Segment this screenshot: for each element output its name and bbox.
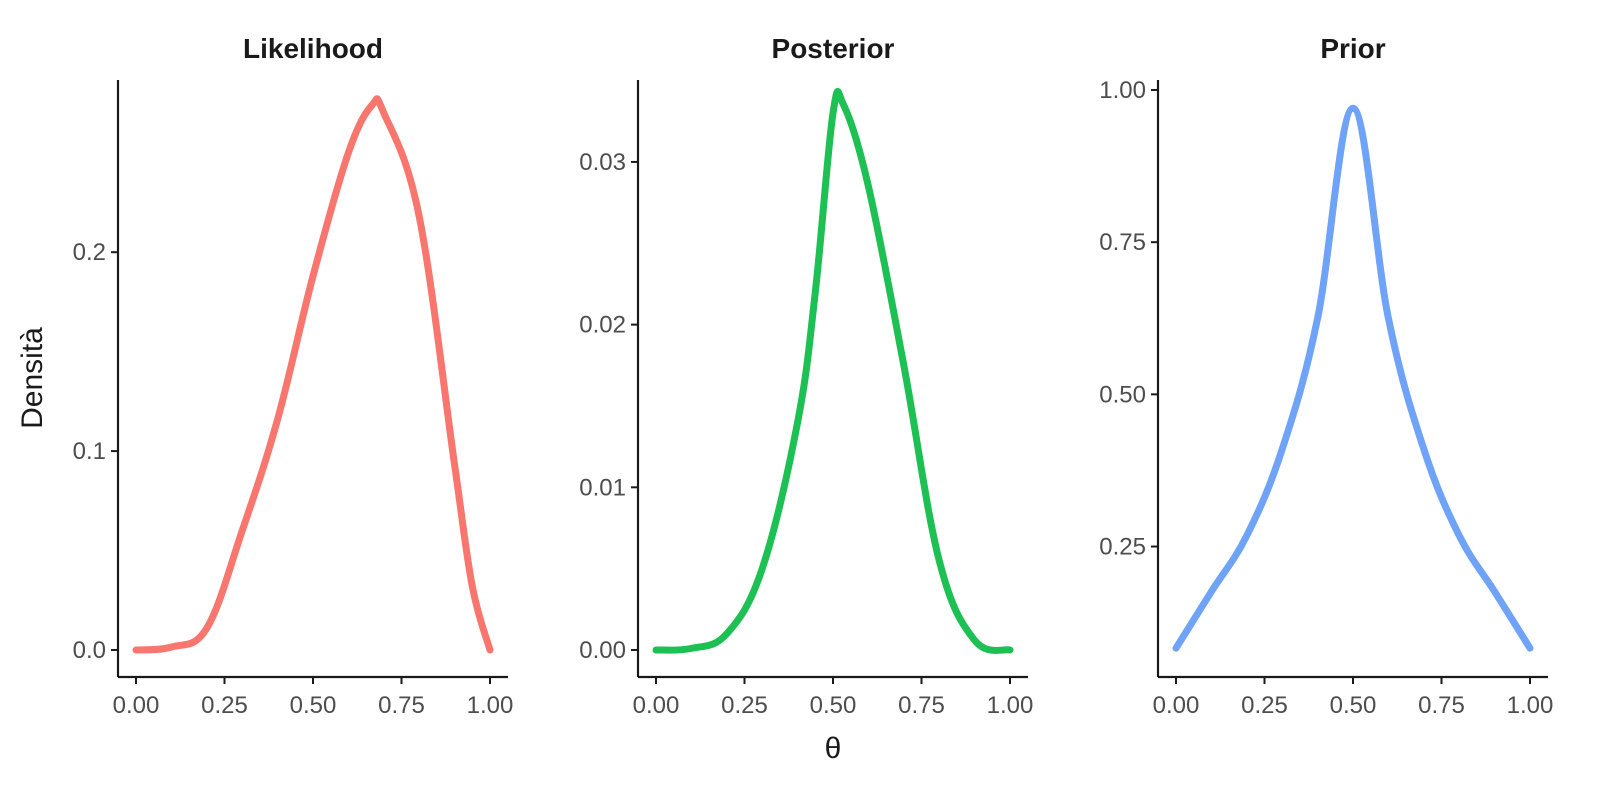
x-axis-title: θ <box>825 732 842 765</box>
facet-panel-3: Prior 0.25 0.50 0.75 1.00 0.00 0.25 0.50 0.75 1.0… <box>1099 33 1553 719</box>
y-tick-label: 0.01 <box>579 474 626 501</box>
x-tick-label: 0.50 <box>1330 692 1377 719</box>
x-tick-label: 0.25 <box>1241 692 1288 719</box>
x-tick-label: 1.00 <box>1507 692 1554 719</box>
y-tick-label: 0.00 <box>579 637 626 664</box>
x-tick-label: 1.00 <box>987 692 1034 719</box>
y-tick-label: 0.50 <box>1099 381 1146 408</box>
y-tick-label: 1.00 <box>1099 77 1146 104</box>
y-tick-label: 0.03 <box>579 149 626 176</box>
x-tick-label: 0.75 <box>1418 692 1465 719</box>
x-tick-label: 0.50 <box>810 692 857 719</box>
x-tick-label: 0.75 <box>898 692 945 719</box>
y-tick-label: 0.02 <box>579 312 626 339</box>
x-tick-label: 0.00 <box>633 692 680 719</box>
x-tick-label: 1.00 <box>467 692 514 719</box>
facet-title: Posterior <box>772 33 895 64</box>
facet-title: Likelihood <box>243 33 383 64</box>
x-tick-label: 0.50 <box>290 692 337 719</box>
facet-panel-1: Likelihood 0.0 0.1 0.2 0.00 0.25 0.50 0.75 1.00 <box>73 33 514 719</box>
x-tick-label: 0.25 <box>201 692 248 719</box>
x-tick-label: 0.00 <box>1153 692 1200 719</box>
x-tick-label: 0.75 <box>378 692 425 719</box>
density-curve-likelihood <box>132 95 494 654</box>
facet-title: Prior <box>1320 33 1385 64</box>
y-tick-label: 0.2 <box>73 239 106 266</box>
y-axis-title: Densità <box>16 327 49 429</box>
y-tick-label: 0.25 <box>1099 534 1146 561</box>
facet-panel-2: Posterior 0.00 0.01 0.02 0.03 0.00 0.25 0.50 0.7… <box>579 33 1033 719</box>
x-tick-label: 0.00 <box>113 692 160 719</box>
y-tick-label: 0.0 <box>73 637 106 664</box>
density-curve-posterior <box>652 87 1014 654</box>
y-tick-label: 0.1 <box>73 438 106 465</box>
y-tick-label: 0.75 <box>1099 229 1146 256</box>
x-tick-label: 0.25 <box>721 692 768 719</box>
density-curve-prior <box>1172 104 1534 652</box>
